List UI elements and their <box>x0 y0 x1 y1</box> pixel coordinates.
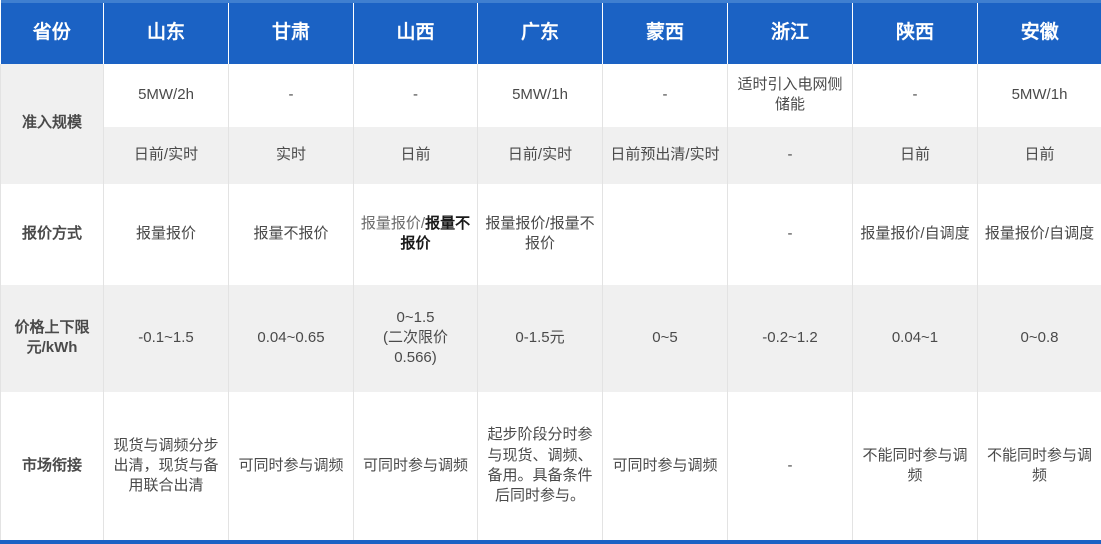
cell-market-type-shanxi: 日前 <box>353 126 478 184</box>
cell-market-type-zhejiang: - <box>727 126 853 184</box>
cell-market-type-guangdong: 日前/实时 <box>477 126 603 184</box>
cell-bidding-method-guangdong: 报量报价/报量不报价 <box>477 183 603 285</box>
column-header-gansu[interactable]: 甘肃 <box>228 0 354 64</box>
table-row-bidding-method: 报价方式 报量报价 报量不报价 报量报价/报量不报价 报量报价/报量不报价 - … <box>0 183 1101 285</box>
cell-access-scale-zhejiang: 适时引入电网侧储能 <box>727 63 853 127</box>
column-header-province[interactable]: 省份 <box>0 0 104 64</box>
cell-market-coordination-guangdong: 起步阶段分时参与现货、调频、备用。具备条件后同时参与。 <box>477 391 603 544</box>
cell-market-coordination-gansu: 可同时参与调频 <box>228 391 354 544</box>
row-label-price-limits-line2: 元/kWh <box>26 339 78 357</box>
row-label-price-limits-line1: 价格上下限 <box>14 319 90 336</box>
cell-price-limits-shaanxi: 0.04~1 <box>852 284 978 392</box>
cell-bidding-method-shanxi-plain: 报量报价/ <box>360 214 426 232</box>
table-header-row: 省份 山东 甘肃 山西 广东 蒙西 浙江 陕西 安徽 <box>0 0 1101 64</box>
cell-market-type-mengxi: 日前预出清/实时 <box>602 126 728 184</box>
cell-market-coordination-shaanxi: 不能同时参与调频 <box>852 391 978 544</box>
row-label-market-coordination: 市场衔接 <box>0 391 104 544</box>
column-header-guangdong[interactable]: 广东 <box>477 0 603 64</box>
cell-bidding-method-gansu: 报量不报价 <box>228 183 354 285</box>
cell-market-coordination-shandong: 现货与调频分步出清，现货与备用联合出清 <box>103 391 229 544</box>
table-row-access-scale-b: 日前/实时 实时 日前 日前/实时 日前预出清/实时 - 日前 日前 <box>1 126 1101 184</box>
cell-market-coordination-shanxi: 可同时参与调频 <box>353 391 478 544</box>
cell-market-coordination-anhui: 不能同时参与调频 <box>977 391 1101 544</box>
cell-price-limits-guangdong: 0-1.5元 <box>477 284 603 392</box>
cell-access-scale-shaanxi: - <box>852 63 978 127</box>
cell-price-limits-shanxi-line1: 0~1.5 <box>396 308 435 326</box>
row-label-bidding-method: 报价方式 <box>0 183 104 285</box>
column-header-shaanxi[interactable]: 陕西 <box>852 0 978 64</box>
table-row-access-scale-a: 准入规模 5MW/2h - - 5MW/1h - 适时引入电网侧储能 - 5MW… <box>0 63 1101 184</box>
cell-market-type-gansu: 实时 <box>228 126 354 184</box>
column-header-anhui[interactable]: 安徽 <box>977 0 1101 64</box>
column-header-shandong[interactable]: 山东 <box>103 0 229 64</box>
column-header-shanxi[interactable]: 山西 <box>353 0 478 64</box>
column-header-mengxi[interactable]: 蒙西 <box>602 0 728 64</box>
cell-price-limits-shanxi: 0~1.5 (二次限价 0.566) <box>353 284 478 392</box>
cell-access-scale-gansu: - <box>228 63 354 127</box>
cell-access-scale-shandong: 5MW/2h <box>103 63 229 127</box>
cell-access-scale-anhui: 5MW/1h <box>977 63 1101 127</box>
cell-market-coordination-mengxi: 可同时参与调频 <box>602 391 728 544</box>
cell-bidding-method-shaanxi: 报量报价/自调度 <box>852 183 978 285</box>
cell-bidding-method-mengxi <box>602 183 728 285</box>
cell-bidding-method-zhejiang: - <box>727 183 853 285</box>
cell-market-coordination-zhejiang: - <box>727 391 853 544</box>
cell-bidding-method-anhui: 报量报价/自调度 <box>977 183 1101 285</box>
cell-access-scale-shanxi: - <box>353 63 478 127</box>
cell-access-scale-mengxi: - <box>602 63 728 127</box>
cell-price-limits-shanxi-line3: 0.566) <box>394 349 437 367</box>
cell-price-limits-zhejiang: -0.2~1.2 <box>727 284 853 392</box>
cell-price-limits-mengxi: 0~5 <box>602 284 728 392</box>
cell-bidding-method-shanxi: 报量报价/报量不报价 <box>353 183 478 285</box>
cell-price-limits-shanxi-line2: (二次限价 <box>383 329 448 347</box>
cell-market-type-shaanxi: 日前 <box>852 126 978 184</box>
cell-bidding-method-shanxi-bold: 报量不报价 <box>400 214 471 253</box>
cell-market-type-shandong: 日前/实时 <box>103 126 229 184</box>
cell-bidding-method-shandong: 报量报价 <box>103 183 229 285</box>
cell-price-limits-shandong: -0.1~1.5 <box>103 284 229 392</box>
table-row-market-coordination: 市场衔接 现货与调频分步出清，现货与备用联合出清 可同时参与调频 可同时参与调频… <box>0 391 1101 544</box>
cell-price-limits-anhui: 0~0.8 <box>977 284 1101 392</box>
cell-price-limits-gansu: 0.04~0.65 <box>228 284 354 392</box>
column-header-zhejiang[interactable]: 浙江 <box>727 0 853 64</box>
cell-access-scale-guangdong: 5MW/1h <box>477 63 603 127</box>
table-row-price-limits: 价格上下限 元/kWh -0.1~1.5 0.04~0.65 0~1.5 (二次… <box>0 284 1101 392</box>
cell-market-type-anhui: 日前 <box>977 126 1101 184</box>
row-label-price-limits: 价格上下限 元/kWh <box>0 284 104 392</box>
row-label-access-scale: 准入规模 <box>0 63 104 184</box>
